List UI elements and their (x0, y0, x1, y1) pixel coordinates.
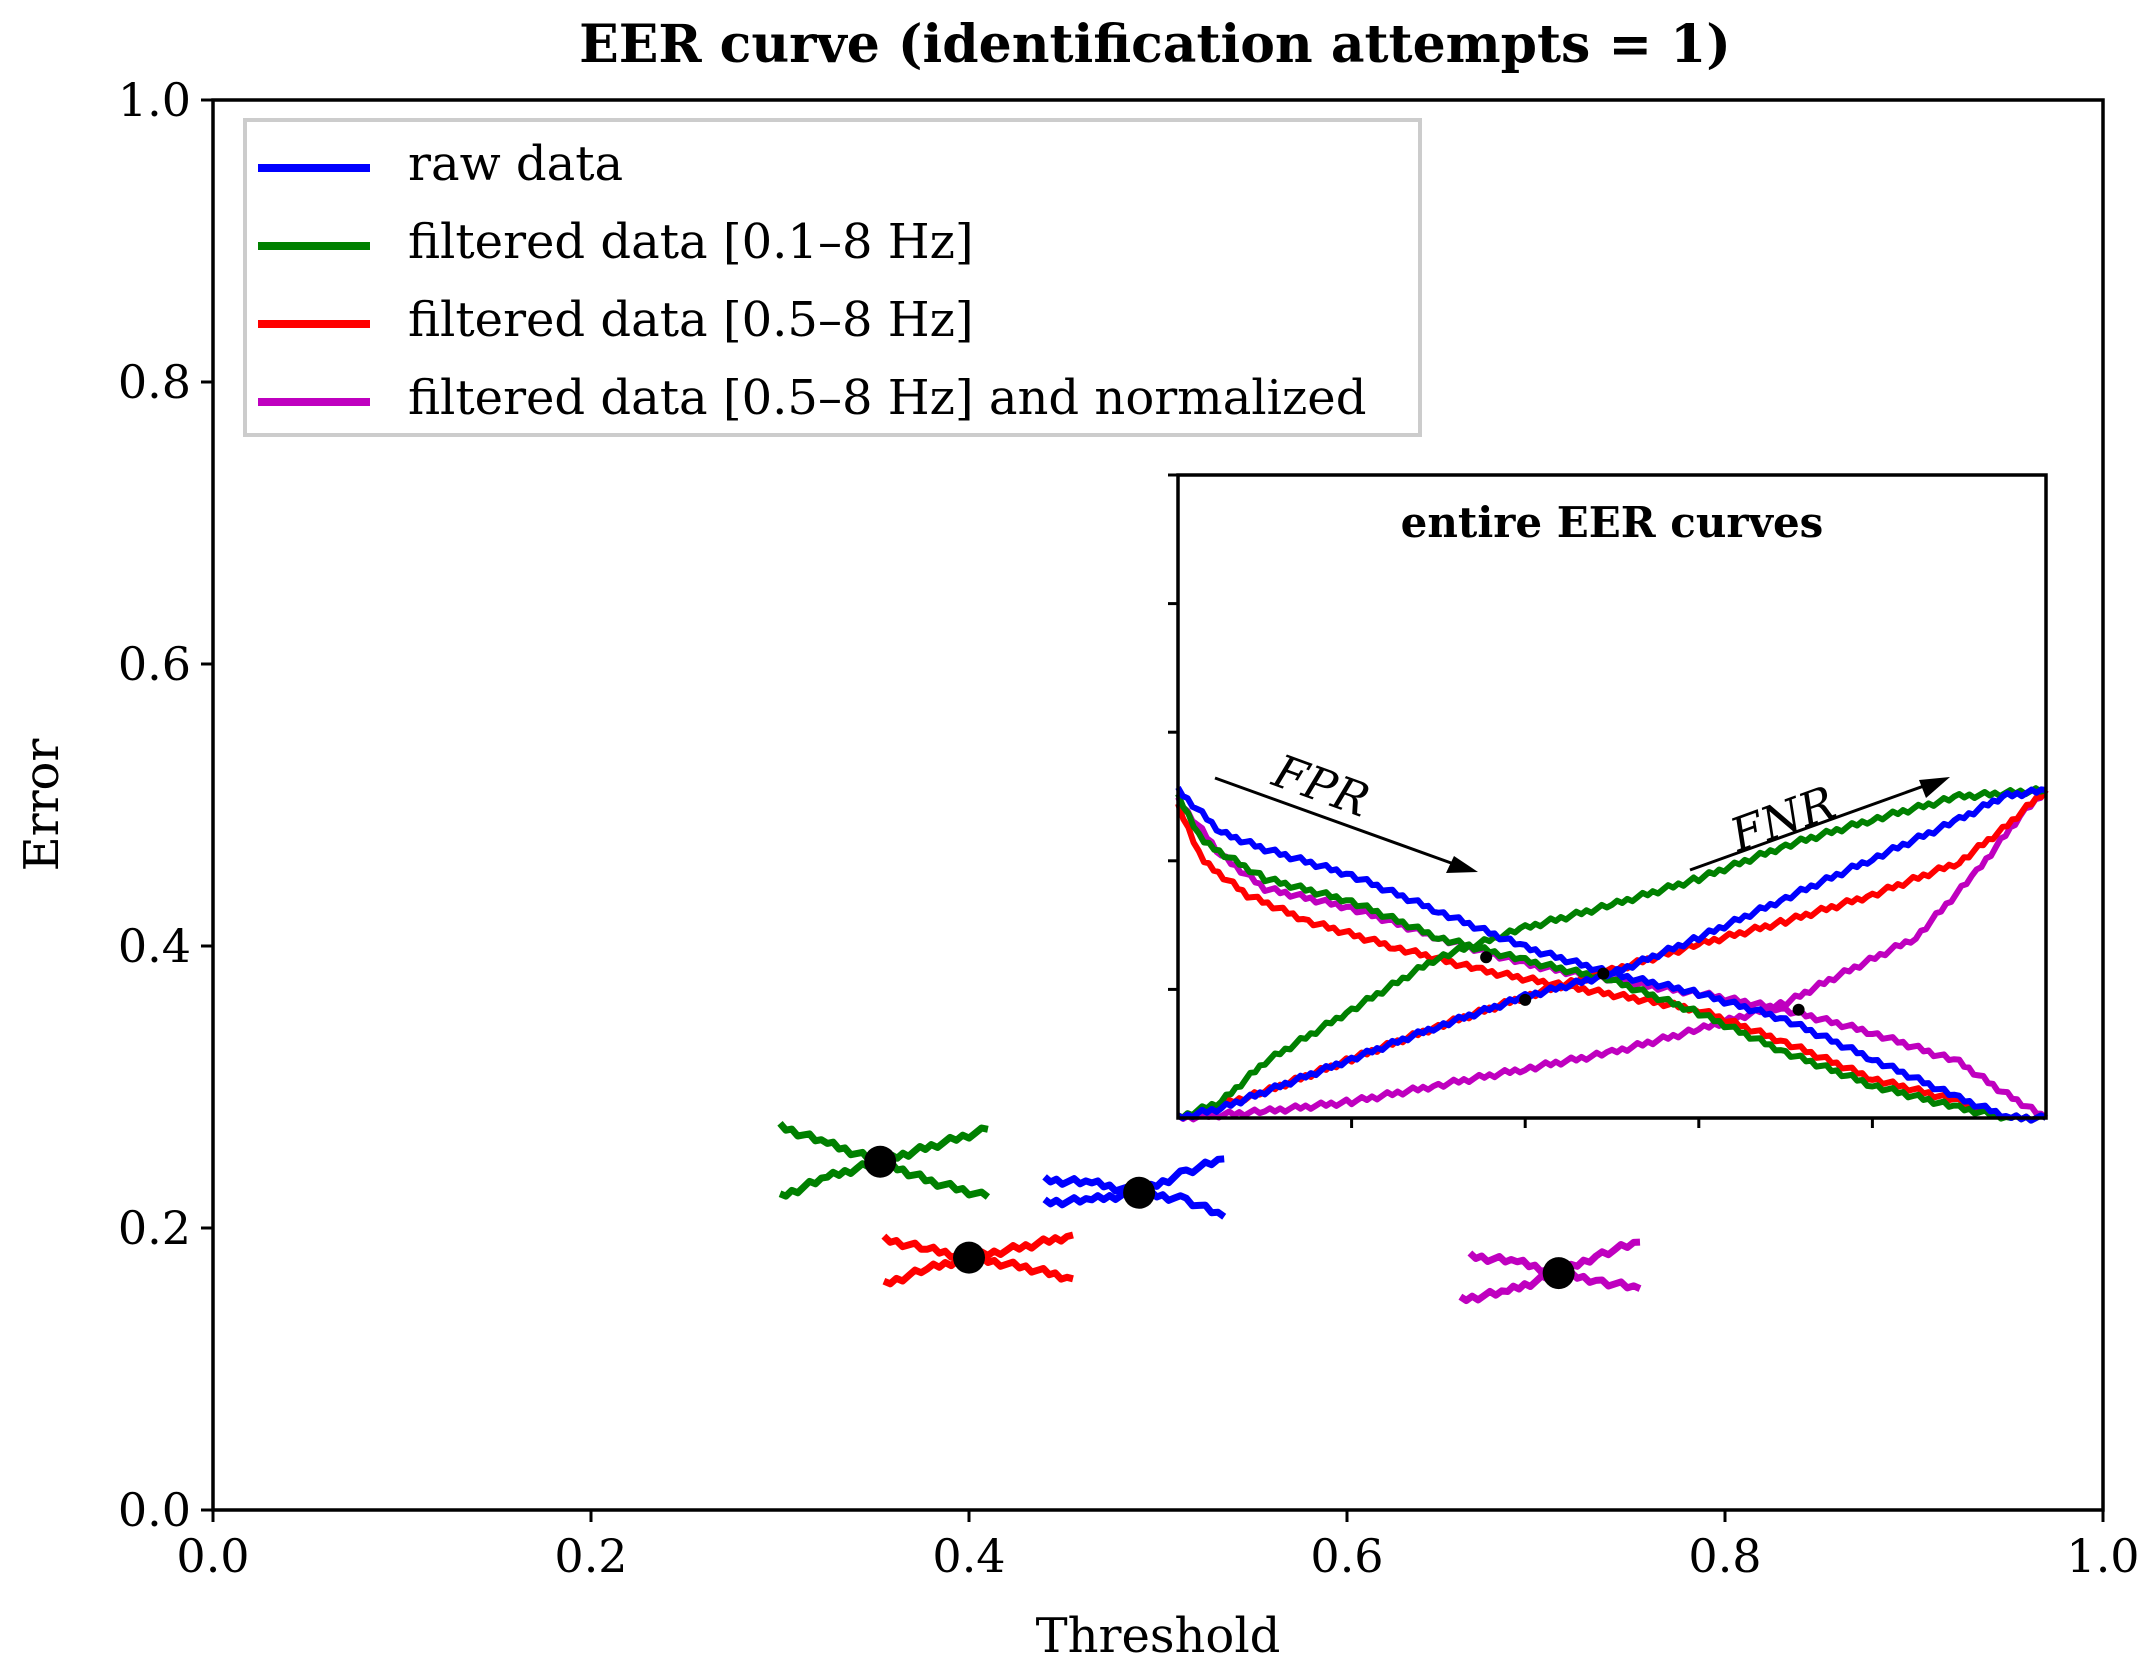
legend: raw data filtered data [0.1–8 Hz] filtered… (243, 118, 1422, 437)
inset-background (1178, 475, 2046, 1118)
x-tick-label: 0.2 (554, 1529, 627, 1583)
y-tick-label: 0.0 (118, 1483, 191, 1537)
inset-fpr-series-2 (1175, 802, 2048, 1124)
legend-label-1: filtered data [0.1–8 Hz] (408, 214, 974, 270)
inset-eer-point-1 (1480, 951, 1493, 964)
inset-chart: entire EER curves FPR FNR (1168, 473, 2049, 1128)
x-tick-label: 0.8 (1688, 1529, 1761, 1583)
inset-fnr-series-1 (1176, 785, 2047, 1121)
y-tick-label: 0.2 (118, 1201, 191, 1255)
y-tick-label: 0.6 (118, 637, 191, 691)
fpr-arrowhead (1446, 856, 1478, 873)
eer-point-series-0 (1123, 1176, 1156, 1209)
inset-eer-point-0 (1597, 967, 1610, 980)
fpr-arrow (1214, 776, 1466, 870)
inset-title: entire EER curves (1401, 498, 1824, 547)
inset-fpr-series-1 (1175, 792, 2048, 1124)
y-tick-label: 0.8 (118, 355, 191, 409)
chart-title: EER curve (identification attempts = 1) (579, 14, 1731, 75)
fnr-arrowhead (1919, 777, 1950, 798)
eer-point-series-2 (953, 1241, 985, 1274)
inset-fnr-series-0 (1176, 786, 2047, 1122)
x-tick-label: 1.0 (2066, 1529, 2139, 1583)
y-tick-label: 1.0 (118, 73, 191, 127)
legend-label-2: filtered data [0.5–8 Hz] (408, 292, 974, 348)
x-tick-label: 0.4 (932, 1529, 1005, 1583)
main-series-layer (777, 1121, 1642, 1304)
x-axis-label: Threshold (1036, 1608, 1281, 1664)
main-plot-area: 0.0 0.2 0.4 0.6 0.8 1.0 0.0 0.2 0.4 0.6 0.8 1.0 (118, 73, 2140, 1583)
x-tick-label: 0.6 (1310, 1529, 1383, 1583)
eer-point-series-1 (864, 1145, 897, 1178)
inset-eer-point-3 (1792, 1003, 1805, 1016)
fnr-arrow (1689, 780, 1936, 872)
inset-ticks (1168, 473, 1874, 1128)
main-axes-frame (211, 98, 2105, 1512)
x-tick-label: 0.0 (176, 1529, 249, 1583)
inset-frame (1176, 473, 2048, 1120)
y-tick-label: 0.4 (118, 919, 191, 973)
legend-label-0: raw data (408, 136, 623, 192)
inset-eer-point-2 (1519, 993, 1532, 1006)
inset-series-layer (1175, 785, 2049, 1124)
y-axis-label: Error (14, 739, 70, 872)
eer-point-series-3 (1542, 1257, 1575, 1290)
inset-fnr-series-3 (1176, 788, 2049, 1123)
legend-frame (243, 118, 1422, 437)
legend-label-3: filtered data [0.5–8 Hz] and normalized (408, 370, 1366, 426)
